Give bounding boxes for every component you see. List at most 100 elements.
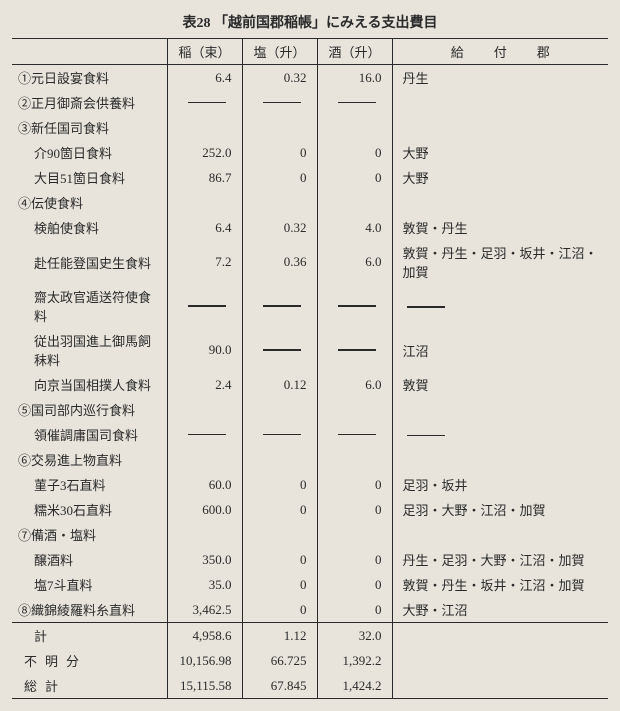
col-sake: 酒（升） <box>317 39 392 65</box>
cell-note: 足羽・坂井 <box>392 472 608 497</box>
cell-shio <box>242 522 317 547</box>
cell-sake <box>317 90 392 115</box>
cell-sake <box>317 115 392 140</box>
row-label: 糯米30石直料 <box>12 497 167 522</box>
cell-note <box>392 623 608 649</box>
cell-sake: 0 <box>317 547 392 572</box>
cell-ine <box>167 284 242 328</box>
cell-note <box>392 190 608 215</box>
cell-note <box>392 284 608 328</box>
row-label: ④伝使食料 <box>12 190 167 215</box>
table-title: 表28 「越前国郡稲帳」にみえる支出費目 <box>12 12 608 32</box>
cell-shio: 0.12 <box>242 372 317 397</box>
cell-ine: 6.4 <box>167 65 242 91</box>
table-row: 大目51箇日食料86.700大野 <box>12 165 608 190</box>
cell-sake <box>317 190 392 215</box>
total-label: 不明分 <box>12 648 167 673</box>
cell-shio: 0 <box>242 497 317 522</box>
cell-note: 丹生・足羽・大野・江沼・加賀 <box>392 547 608 572</box>
cell-sake: 32.0 <box>317 623 392 649</box>
cell-sake: 0 <box>317 165 392 190</box>
table-row: 糯米30石直料600.000足羽・大野・江沼・加賀 <box>12 497 608 522</box>
cell-ine: 90.0 <box>167 328 242 372</box>
cell-sake: 4.0 <box>317 215 392 240</box>
cell-sake: 6.0 <box>317 240 392 284</box>
cell-sake: 1,424.2 <box>317 673 392 699</box>
cell-shio: 66.725 <box>242 648 317 673</box>
cell-ine: 4,958.6 <box>167 623 242 649</box>
cell-shio <box>242 328 317 372</box>
cell-ine: 6.4 <box>167 215 242 240</box>
table-row: 塩7斗直料35.000敦賀・丹生・坂井・江沼・加賀 <box>12 572 608 597</box>
row-label: 塩7斗直料 <box>12 572 167 597</box>
cell-ine: 15,115.58 <box>167 673 242 699</box>
cell-note <box>392 422 608 447</box>
row-label: 大目51箇日食料 <box>12 165 167 190</box>
cell-note: 江沼 <box>392 328 608 372</box>
cell-note: 大野 <box>392 140 608 165</box>
cell-shio <box>242 115 317 140</box>
cell-note <box>392 648 608 673</box>
cell-shio: 0 <box>242 547 317 572</box>
cell-shio: 0 <box>242 572 317 597</box>
row-label: 菫子3石直料 <box>12 472 167 497</box>
table-row: 菫子3石直料60.000足羽・坂井 <box>12 472 608 497</box>
table-row: ①元日設宴食料6.40.3216.0丹生 <box>12 65 608 91</box>
expense-table: 稲（束） 塩（升） 酒（升） 給付郡 ①元日設宴食料6.40.3216.0丹生②… <box>12 38 608 699</box>
cell-note <box>392 397 608 422</box>
cell-sake: 0 <box>317 572 392 597</box>
cell-ine <box>167 190 242 215</box>
cell-ine <box>167 447 242 472</box>
row-label: ⑤国司部内巡行食料 <box>12 397 167 422</box>
cell-sake <box>317 328 392 372</box>
cell-shio: 0 <box>242 165 317 190</box>
cell-ine <box>167 115 242 140</box>
cell-shio <box>242 447 317 472</box>
cell-shio <box>242 190 317 215</box>
row-label: ⑦備酒・塩料 <box>12 522 167 547</box>
cell-shio <box>242 90 317 115</box>
cell-sake: 0 <box>317 140 392 165</box>
total-row: 総計15,115.5867.8451,424.2 <box>12 673 608 699</box>
col-blank <box>12 39 167 65</box>
cell-sake: 1,392.2 <box>317 648 392 673</box>
cell-note: 敦賀・丹生・坂井・江沼・加賀 <box>392 572 608 597</box>
cell-sake: 6.0 <box>317 372 392 397</box>
cell-ine <box>167 422 242 447</box>
table-row: ⑦備酒・塩料 <box>12 522 608 547</box>
cell-sake <box>317 522 392 547</box>
cell-note <box>392 673 608 699</box>
table-row: ④伝使食料 <box>12 190 608 215</box>
cell-shio: 0 <box>242 140 317 165</box>
table-row: 検舶使食料6.40.324.0敦賀・丹生 <box>12 215 608 240</box>
row-label: 醸酒料 <box>12 547 167 572</box>
cell-note: 敦賀・丹生・足羽・坂井・江沼・加賀 <box>392 240 608 284</box>
row-label: 領催調庸国司食料 <box>12 422 167 447</box>
row-label: ①元日設宴食料 <box>12 65 167 91</box>
cell-note: 丹生 <box>392 65 608 91</box>
total-label: 計 <box>12 623 167 649</box>
cell-ine: 252.0 <box>167 140 242 165</box>
cell-ine <box>167 397 242 422</box>
cell-note <box>392 522 608 547</box>
table-row: ②正月御斎会供養料 <box>12 90 608 115</box>
cell-ine: 10,156.98 <box>167 648 242 673</box>
table-row: ⑥交易進上物直料 <box>12 447 608 472</box>
cell-ine: 60.0 <box>167 472 242 497</box>
table-row: 齋太政官遁送符使食料 <box>12 284 608 328</box>
total-row: 計4,958.61.1232.0 <box>12 623 608 649</box>
table-row: 向京当国相撲人食料2.40.126.0敦賀 <box>12 372 608 397</box>
table-row: ③新任国司食料 <box>12 115 608 140</box>
row-label: ③新任国司食料 <box>12 115 167 140</box>
table-row: 領催調庸国司食料 <box>12 422 608 447</box>
total-row: 不明分10,156.9866.7251,392.2 <box>12 648 608 673</box>
cell-note: 足羽・大野・江沼・加賀 <box>392 497 608 522</box>
cell-shio <box>242 284 317 328</box>
row-label: 検舶使食料 <box>12 215 167 240</box>
cell-shio: 0.36 <box>242 240 317 284</box>
cell-shio: 0 <box>242 472 317 497</box>
cell-note <box>392 115 608 140</box>
col-gun: 給付郡 <box>392 39 608 65</box>
cell-note: 敦賀・丹生 <box>392 215 608 240</box>
cell-sake: 0 <box>317 497 392 522</box>
